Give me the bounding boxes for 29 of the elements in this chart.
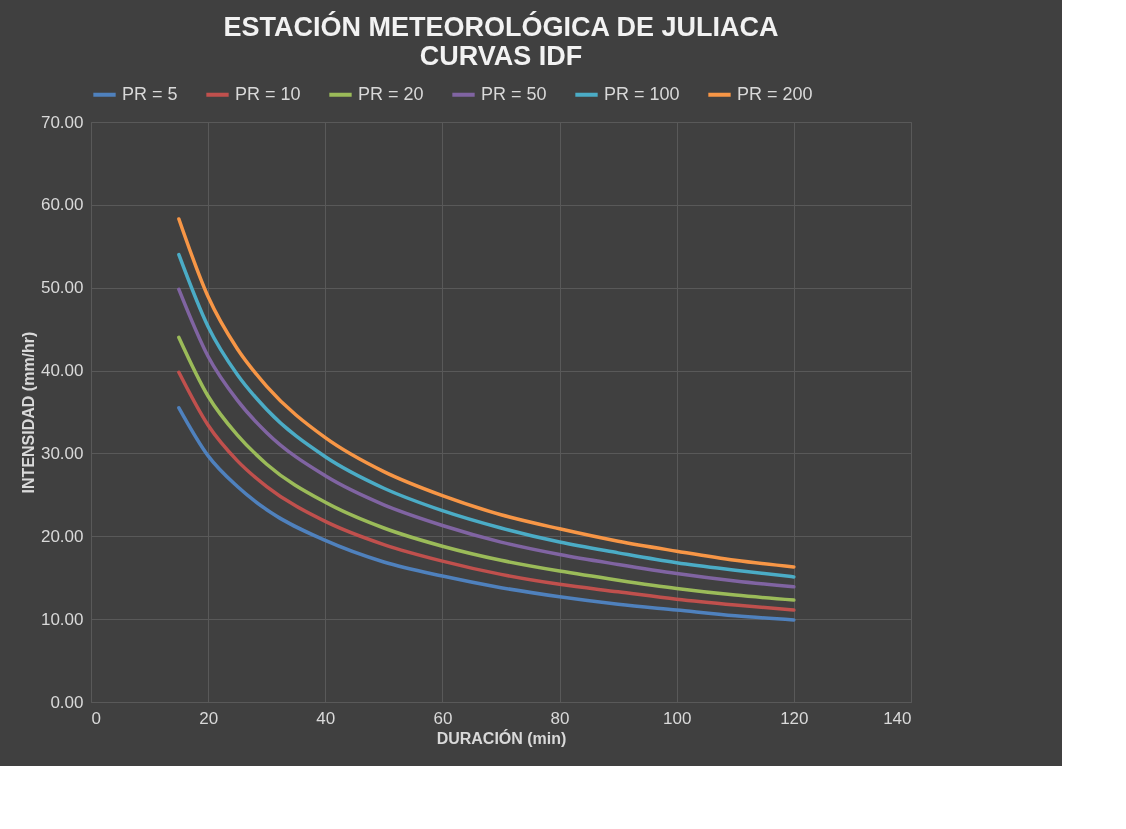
legend-label: PR = 200: [737, 83, 813, 104]
legend-label: PR = 50: [481, 83, 547, 104]
x-tick-label: 100: [663, 708, 692, 728]
y-axis-title: INTENSIDAD (mm/hr): [19, 331, 37, 494]
x-tick-label: 0: [91, 708, 101, 728]
x-tick-label: 140: [883, 708, 912, 728]
x-tick-label: 120: [780, 708, 809, 728]
legend-label: PR = 10: [235, 83, 301, 104]
legend-label: PR = 20: [358, 83, 424, 104]
x-axis-title: DURACIÓN (min): [436, 728, 567, 747]
y-tick-label: 0.00: [50, 692, 84, 712]
text: ESTACIÓN METEOROLÓGICA DE JULIACA: [223, 12, 779, 42]
legend-label: PR = 5: [122, 83, 178, 104]
y-tick-label: 50.00: [40, 278, 84, 298]
y-tick-label: 60.00: [40, 195, 84, 215]
x-tick-label: 60: [433, 708, 453, 728]
y-tick-label: 70.00: [40, 112, 84, 132]
x-tick-label: 80: [550, 708, 570, 728]
legend-label: PR = 100: [604, 83, 680, 104]
x-tick-label: 20: [199, 708, 219, 728]
text: CURVAS IDF: [419, 41, 583, 71]
y-tick-label: 30.00: [40, 443, 84, 463]
line-series: [177, 370, 796, 612]
line-series: [177, 335, 796, 602]
y-tick-label: 20.00: [40, 526, 84, 546]
y-tick-label: 40.00: [40, 361, 84, 381]
line-series: [177, 406, 796, 622]
x-tick-label: 40: [316, 708, 336, 728]
y-tick-label: 10.00: [40, 609, 84, 629]
